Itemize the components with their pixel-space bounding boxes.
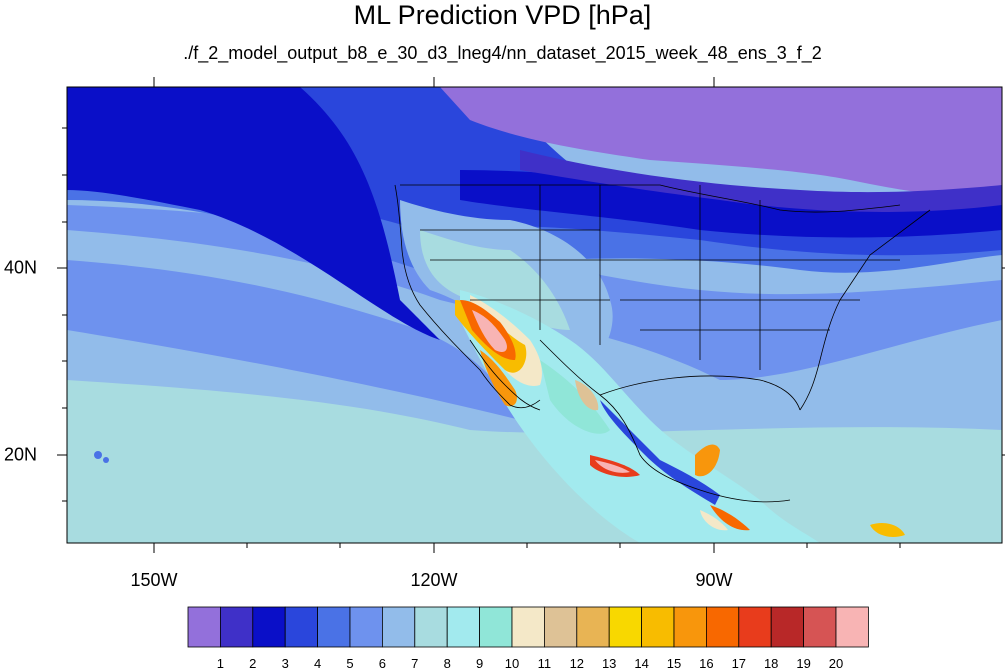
colorbar-swatch bbox=[317, 606, 351, 648]
colorbar-label: 17 bbox=[732, 656, 746, 671]
colorbar-label: 3 bbox=[282, 656, 289, 671]
colorbar-swatch bbox=[706, 606, 740, 648]
colorbar-swatch bbox=[511, 606, 545, 648]
colorbar-swatch bbox=[738, 606, 772, 648]
colorbar-label: 14 bbox=[634, 656, 648, 671]
colorbar-swatch bbox=[544, 606, 578, 648]
colorbar-label: 15 bbox=[667, 656, 681, 671]
colorbar-label: 9 bbox=[476, 656, 483, 671]
colorbar-label: 2 bbox=[249, 656, 256, 671]
lat-label-20n: 20N bbox=[4, 444, 38, 465]
colorbar-swatch bbox=[284, 606, 319, 648]
colorbar-swatch bbox=[576, 606, 610, 648]
colorbar-label: 12 bbox=[570, 656, 584, 671]
colorbar-label: 4 bbox=[314, 656, 321, 671]
colorbar-swatch bbox=[770, 606, 805, 648]
colorbar-swatch bbox=[608, 606, 643, 648]
colorbar-swatch bbox=[381, 606, 416, 648]
colorbar-swatch bbox=[414, 606, 448, 648]
northern-purple bbox=[440, 87, 1002, 197]
colorbar-label: 18 bbox=[764, 656, 778, 671]
colorbar-label: 13 bbox=[602, 656, 616, 671]
colorbar-label: 1 bbox=[217, 656, 224, 671]
colorbar-swatch bbox=[803, 606, 837, 648]
lon-label-90w: 90W bbox=[695, 570, 733, 590]
colorbar-swatch bbox=[252, 606, 286, 648]
colorbar-label: 5 bbox=[346, 656, 353, 671]
colorbar-label: 19 bbox=[796, 656, 810, 671]
colorbar-label: 7 bbox=[411, 656, 418, 671]
colorbar-swatch bbox=[673, 606, 707, 648]
coastlines bbox=[394, 184, 931, 503]
mexico-cyan bbox=[460, 290, 820, 543]
lon-ticks bbox=[153, 77, 901, 553]
lon-label-150w: 150W bbox=[130, 570, 178, 590]
map-title: ML Prediction VPD [hPa] bbox=[353, 0, 652, 30]
map-subtitle: ./f_2_model_output_b8_e_30_d3_lneg4/nn_d… bbox=[183, 43, 822, 63]
colorbar-label: 20 bbox=[829, 656, 843, 671]
colorbar-label: 11 bbox=[538, 656, 552, 671]
colorbar-swatch bbox=[187, 606, 221, 648]
colorbar-swatch bbox=[349, 606, 383, 648]
colorbar-swatch bbox=[219, 606, 254, 648]
lon-label-120w: 120W bbox=[410, 570, 458, 590]
colorbar-label: 10 bbox=[505, 656, 519, 671]
colorbar-swatch bbox=[446, 606, 481, 648]
colorbar-label: 8 bbox=[444, 656, 451, 671]
colorbar-label: 6 bbox=[379, 656, 386, 671]
lat-label-40n: 40N bbox=[4, 257, 38, 278]
colorbar-swatch bbox=[835, 606, 869, 648]
colorbar-label: 16 bbox=[699, 656, 713, 671]
colorbar-swatch bbox=[641, 606, 675, 648]
colorbar-swatch bbox=[479, 606, 513, 648]
